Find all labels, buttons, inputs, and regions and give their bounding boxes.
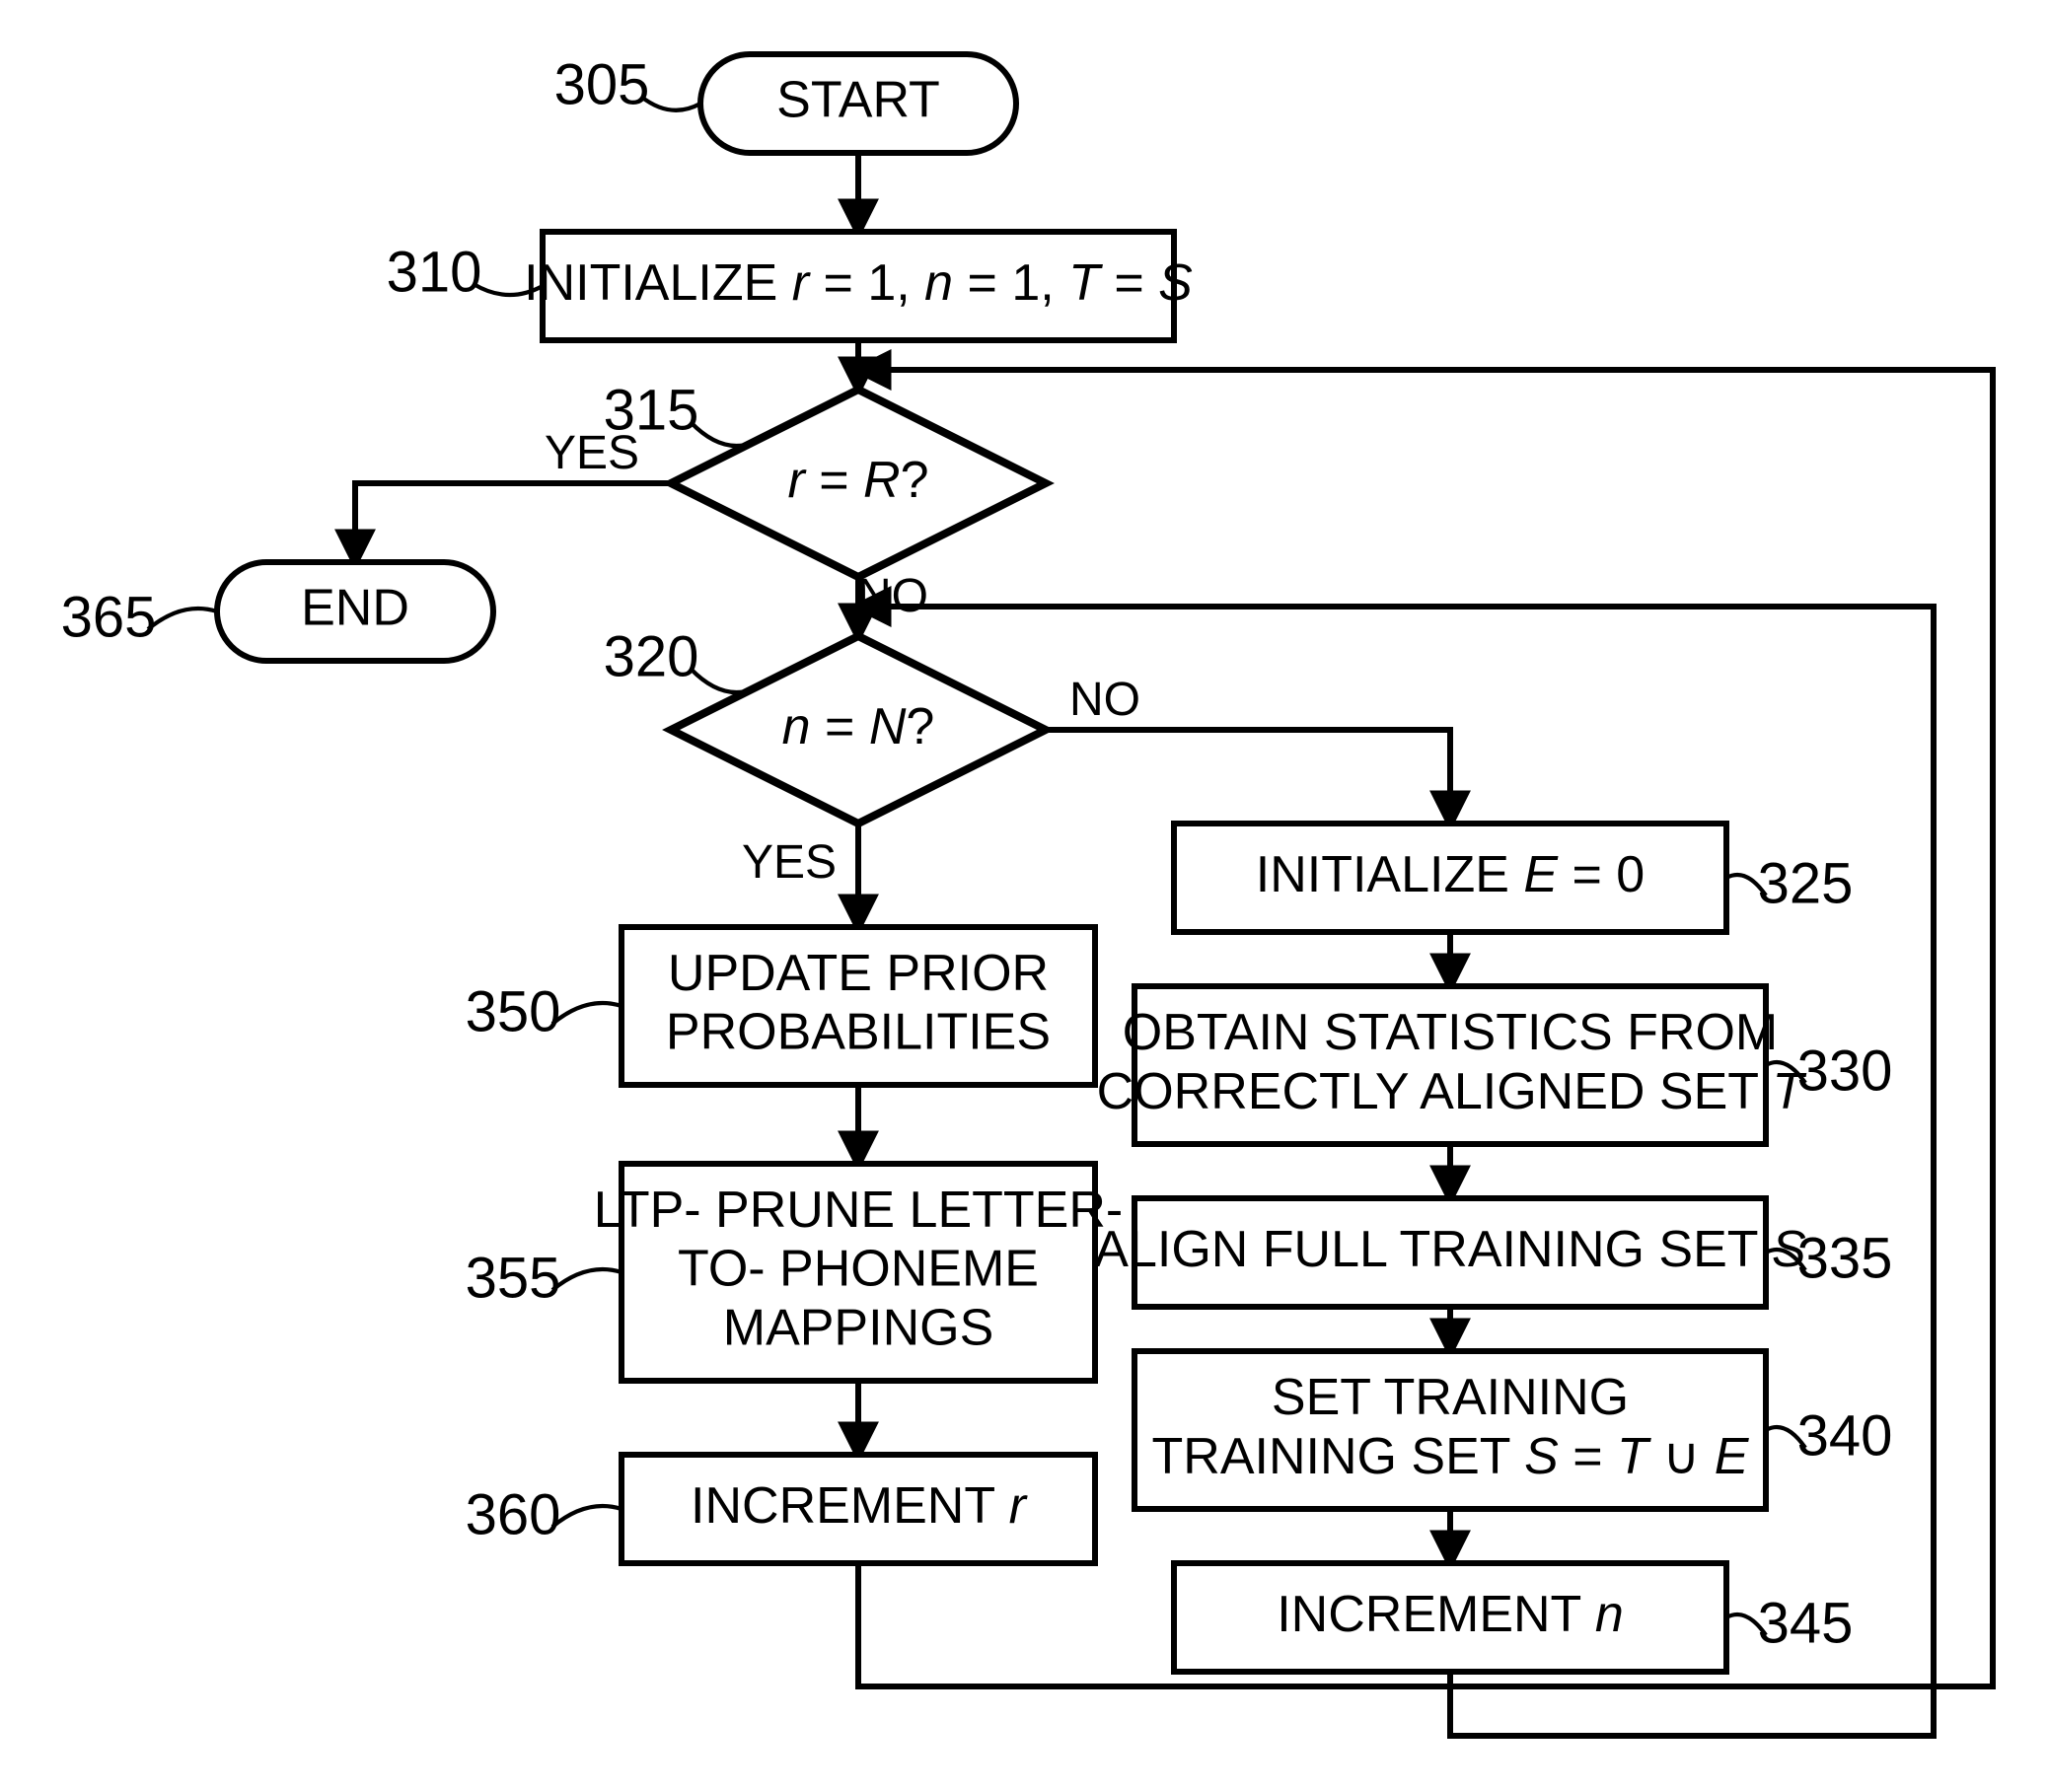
ref-label-init: 310 bbox=[387, 240, 482, 304]
svg-text:OBTAIN STATISTICS FROM: OBTAIN STATISTICS FROM bbox=[1123, 1004, 1778, 1061]
svg-text:r = R?: r = R? bbox=[787, 452, 928, 509]
ref-label-update: 350 bbox=[466, 979, 561, 1043]
ref-tick-incr bbox=[552, 1506, 622, 1527]
ref-label-d_r: 315 bbox=[604, 378, 699, 442]
node-prune: LTP- PRUNE LETTER-TO- PHONEMEMAPPINGS bbox=[594, 1164, 1123, 1381]
ref-tick-d_r bbox=[691, 422, 750, 446]
node-init: INITIALIZE r = 1, n = 1, T = S bbox=[524, 232, 1193, 340]
svg-text:INCREMENT n: INCREMENT n bbox=[1277, 1586, 1624, 1643]
ref-label-start: 305 bbox=[554, 52, 650, 116]
svg-text:LTP- PRUNE LETTER-: LTP- PRUNE LETTER- bbox=[594, 1182, 1123, 1239]
node-incn: INCREMENT n bbox=[1174, 1563, 1726, 1672]
flowchart-canvas: YESNONOYESSTARTINITIALIZE r = 1, n = 1, … bbox=[0, 0, 2048, 1792]
ref-tick-end bbox=[148, 609, 217, 629]
edge-e5 bbox=[1046, 730, 1450, 824]
ref-tick-prune bbox=[552, 1269, 622, 1290]
node-start: START bbox=[700, 54, 1016, 153]
svg-text:ALIGN FULL TRAINING SET S: ALIGN FULL TRAINING SET S bbox=[1094, 1221, 1806, 1278]
ref-tick-start bbox=[641, 97, 700, 110]
ref-label-incr: 360 bbox=[466, 1482, 561, 1546]
ref-tick-update bbox=[552, 1003, 622, 1024]
ref-label-end: 365 bbox=[61, 585, 157, 649]
svg-text:CORRECTLY ALIGNED SET T: CORRECTLY ALIGNED SET T bbox=[1097, 1063, 1807, 1120]
ref-label-settrain: 340 bbox=[1797, 1403, 1893, 1468]
svg-text:n = N?: n = N? bbox=[782, 698, 935, 755]
svg-text:END: END bbox=[301, 580, 409, 637]
svg-text:INCREMENT r: INCREMENT r bbox=[691, 1477, 1029, 1535]
edge-label-e5: NO bbox=[1069, 674, 1140, 726]
svg-text:TO- PHONEME: TO- PHONEME bbox=[678, 1241, 1039, 1298]
edge-label-e4: NO bbox=[857, 570, 928, 622]
node-incr: INCREMENT r bbox=[622, 1455, 1095, 1563]
ref-label-align: 335 bbox=[1797, 1226, 1893, 1290]
svg-text:START: START bbox=[776, 72, 940, 129]
svg-text:SET TRAINING: SET TRAINING bbox=[1272, 1369, 1629, 1426]
svg-text:TRAINING SET S = T ∪ E: TRAINING SET S = T ∪ E bbox=[1152, 1428, 1750, 1485]
node-settrain: SET TRAININGTRAINING SET S = T ∪ E bbox=[1134, 1351, 1766, 1509]
ref-label-stats: 330 bbox=[1797, 1039, 1893, 1103]
svg-text:MAPPINGS: MAPPINGS bbox=[723, 1300, 994, 1357]
node-align: ALIGN FULL TRAINING SET S bbox=[1094, 1198, 1806, 1307]
ref-label-prune: 355 bbox=[466, 1246, 561, 1310]
edge-label-e6: YES bbox=[742, 836, 837, 889]
node-initE: INITIALIZE E = 0 bbox=[1174, 824, 1726, 932]
node-d_r: r = R? bbox=[671, 390, 1046, 577]
ref-tick-d_n bbox=[691, 669, 750, 692]
ref-label-incn: 345 bbox=[1758, 1591, 1854, 1655]
ref-label-d_n: 320 bbox=[604, 624, 699, 688]
svg-text:INITIALIZE E = 0: INITIALIZE E = 0 bbox=[1256, 846, 1645, 903]
node-end: END bbox=[217, 562, 493, 661]
node-d_n: n = N? bbox=[671, 636, 1046, 824]
svg-text:PROBABILITIES: PROBABILITIES bbox=[666, 1004, 1051, 1061]
node-stats: OBTAIN STATISTICS FROMCORRECTLY ALIGNED … bbox=[1097, 986, 1807, 1144]
edge-e3 bbox=[355, 483, 671, 562]
svg-text:UPDATE PRIOR: UPDATE PRIOR bbox=[668, 945, 1049, 1002]
svg-text:INITIALIZE r = 1, n = 1, T = S: INITIALIZE r = 1, n = 1, T = S bbox=[524, 254, 1193, 312]
node-update: UPDATE PRIORPROBABILITIES bbox=[622, 927, 1095, 1085]
ref-label-initE: 325 bbox=[1758, 851, 1854, 915]
